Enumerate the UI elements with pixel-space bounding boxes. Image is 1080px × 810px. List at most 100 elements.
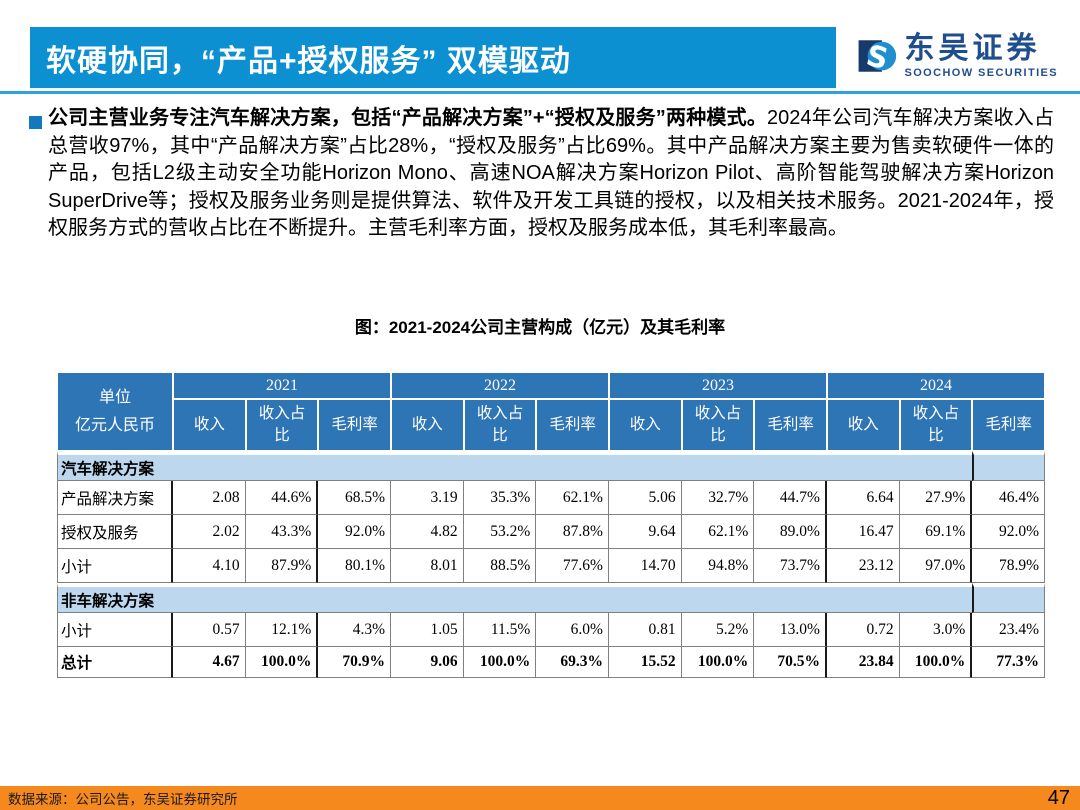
value-cell: 68.5% bbox=[318, 481, 391, 515]
sub-header: 毛利率 bbox=[972, 399, 1045, 451]
section-label: 非车解决方案 bbox=[57, 583, 973, 613]
row-label: 产品解决方案 bbox=[57, 481, 173, 515]
value-cell: 94.8% bbox=[681, 549, 755, 583]
value-cell: 9.06 bbox=[390, 647, 464, 678]
value-cell: 27.9% bbox=[899, 481, 973, 515]
value-cell: 92.0% bbox=[972, 515, 1045, 549]
brand-logo: S 东吴证券 SOOCHOW SECURITIES bbox=[858, 22, 1058, 90]
table-row: 小计 0.57 12.1% 4.3% 1.05 11.5% 6.0% 0.81 5.2% 13.0… bbox=[57, 613, 1045, 647]
value-cell: 4.10 bbox=[173, 549, 246, 583]
value-cell: 32.7% bbox=[681, 481, 755, 515]
page-number: 47 bbox=[1047, 787, 1070, 809]
value-cell: 53.2% bbox=[463, 515, 537, 549]
sub-header: 毛利率 bbox=[318, 399, 391, 451]
year-header: 2021 bbox=[173, 372, 391, 399]
brand-wordmark: 东吴证券 SOOCHOW SECURITIES bbox=[904, 32, 1058, 80]
value-cell: 77.6% bbox=[536, 549, 609, 583]
value-cell: 5.06 bbox=[608, 481, 682, 515]
source-note: 数据来源：公司公告，东吴证券研究所 bbox=[8, 792, 238, 807]
value-cell: 89.0% bbox=[754, 515, 827, 549]
value-cell: 12.1% bbox=[245, 613, 319, 647]
value-cell: 43.3% bbox=[245, 515, 319, 549]
summary-paragraph: 公司主营业务专注汽车解决方案，包括“产品解决方案”+“授权及服务”两种模式。20… bbox=[48, 105, 1054, 243]
value-cell: 15.52 bbox=[608, 647, 682, 678]
row-label: 小计 bbox=[57, 549, 173, 583]
value-cell: 2.08 bbox=[173, 481, 246, 515]
value-cell: 44.6% bbox=[245, 481, 319, 515]
value-cell: 0.57 bbox=[173, 613, 246, 647]
brand-name-en: SOOCHOW SECURITIES bbox=[904, 67, 1058, 79]
section-label: 汽车解决方案 bbox=[57, 451, 973, 481]
sub-header: 收入 bbox=[390, 399, 464, 451]
value-cell: 0.72 bbox=[826, 613, 900, 647]
value-cell: 35.3% bbox=[463, 481, 537, 515]
value-cell: 70.9% bbox=[318, 647, 391, 678]
sub-header: 收入占 比 bbox=[899, 399, 973, 451]
value-cell: 9.64 bbox=[608, 515, 682, 549]
summary-lead: 公司主营业务专注汽车解决方案，包括“产品解决方案”+“授权及服务”两种模式。 bbox=[48, 107, 768, 129]
value-cell: 100.0% bbox=[681, 647, 755, 678]
value-cell: 6.64 bbox=[826, 481, 900, 515]
table-row: 小计 4.10 87.9% 80.1% 8.01 88.5% 77.6% 14.70 94.8%… bbox=[57, 549, 1045, 583]
value-cell: 6.0% bbox=[536, 613, 609, 647]
value-cell: 1.05 bbox=[390, 613, 464, 647]
sub-header: 收入 bbox=[608, 399, 682, 451]
value-cell: 23.12 bbox=[826, 549, 900, 583]
brand-name-cn: 东吴证券 bbox=[904, 32, 1041, 65]
value-cell: 16.47 bbox=[826, 515, 900, 549]
sub-header: 收入占 比 bbox=[463, 399, 537, 451]
summary-body: 2024年公司汽车解决方案收入占总营收97%，其中“产品解决方案”占比28%，“… bbox=[48, 107, 1054, 239]
value-cell: 100.0% bbox=[463, 647, 537, 678]
section-spacer-cell bbox=[972, 583, 1045, 613]
table-row: 授权及服务 2.02 43.3% 92.0% 4.82 53.2% 87.8% 9.64 62.… bbox=[57, 515, 1045, 549]
value-cell: 44.7% bbox=[754, 481, 827, 515]
table-container: 单位 亿元人民币 2021 2022 2023 2024 收入 收入占 比毛利率 收入 收入占 … bbox=[57, 372, 1045, 678]
row-label: 授权及服务 bbox=[57, 515, 173, 549]
value-cell: 14.70 bbox=[608, 549, 682, 583]
value-cell: 5.2% bbox=[681, 613, 755, 647]
soochow-logo-icon: S bbox=[858, 38, 897, 76]
sub-header: 收入占 比 bbox=[681, 399, 755, 451]
table-row: 总计 4.67 100.0% 70.9% 9.06 100.0% 69.3% 15.52 100… bbox=[57, 647, 1045, 678]
sub-header: 毛利率 bbox=[536, 399, 609, 451]
row-label: 小计 bbox=[57, 613, 173, 647]
value-cell: 11.5% bbox=[463, 613, 537, 647]
year-header: 2023 bbox=[608, 372, 827, 399]
value-cell: 4.3% bbox=[318, 613, 391, 647]
value-cell: 4.67 bbox=[173, 647, 246, 678]
sub-header: 收入 bbox=[173, 399, 246, 451]
sub-header: 毛利率 bbox=[754, 399, 827, 451]
value-cell: 46.4% bbox=[972, 481, 1045, 515]
year-header: 2024 bbox=[826, 372, 1045, 399]
row-label: 总计 bbox=[57, 647, 173, 678]
value-cell: 100.0% bbox=[899, 647, 973, 678]
value-cell: 77.3% bbox=[972, 647, 1045, 678]
value-cell: 70.5% bbox=[754, 647, 827, 678]
revenue-table: 单位 亿元人民币 2021 2022 2023 2024 收入 收入占 比毛利率 收入 收入占 … bbox=[57, 372, 1045, 678]
value-cell: 69.3% bbox=[536, 647, 609, 678]
value-cell: 62.1% bbox=[681, 515, 755, 549]
value-cell: 80.1% bbox=[318, 549, 391, 583]
value-cell: 2.02 bbox=[173, 515, 246, 549]
value-cell: 13.0% bbox=[754, 613, 827, 647]
slide-title: 软硬协同，“产品+授权服务” 双模驱动 bbox=[46, 44, 571, 78]
header-divider bbox=[0, 91, 1080, 94]
slide-title-banner: 软硬协同，“产品+授权服务” 双模驱动 bbox=[30, 27, 836, 88]
bullet-square-icon bbox=[29, 116, 42, 129]
value-cell: 62.1% bbox=[536, 481, 609, 515]
value-cell: 3.19 bbox=[390, 481, 464, 515]
value-cell: 73.7% bbox=[754, 549, 827, 583]
value-cell: 23.84 bbox=[826, 647, 900, 678]
table-caption: 图：2021-2024公司主营构成（亿元）及其毛利率 bbox=[354, 318, 726, 337]
value-cell: 4.82 bbox=[390, 515, 464, 549]
value-cell: 69.1% bbox=[899, 515, 973, 549]
value-cell: 97.0% bbox=[899, 549, 973, 583]
value-cell: 88.5% bbox=[463, 549, 537, 583]
value-cell: 23.4% bbox=[972, 613, 1045, 647]
section-row: 汽车解决方案 bbox=[57, 451, 1045, 481]
value-cell: 87.8% bbox=[536, 515, 609, 549]
value-cell: 8.01 bbox=[390, 549, 464, 583]
unit-header-cell: 单位 亿元人民币 bbox=[57, 372, 173, 451]
value-cell: 87.9% bbox=[245, 549, 319, 583]
section-row: 非车解决方案 bbox=[57, 583, 1045, 613]
